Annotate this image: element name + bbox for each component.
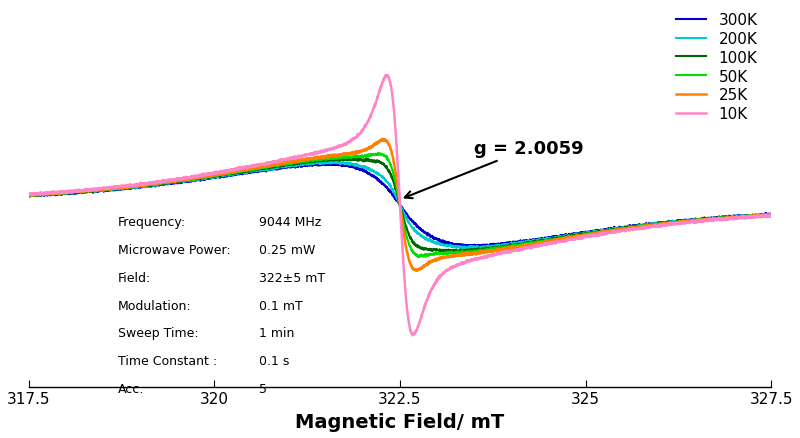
300K [309, 162, 318, 167]
300K [766, 212, 776, 218]
100K [24, 193, 34, 198]
Text: 0.25 mW: 0.25 mW [259, 244, 315, 257]
200K [673, 219, 682, 225]
200K [341, 161, 350, 166]
10K [341, 142, 350, 147]
Text: g = 2.0059: g = 2.0059 [405, 140, 584, 199]
200K [471, 247, 481, 252]
200K [766, 212, 776, 218]
50K [309, 158, 318, 163]
50K [341, 155, 350, 161]
200K [752, 213, 762, 219]
Line: 10K: 10K [29, 76, 771, 336]
Text: 9044 MHz: 9044 MHz [259, 216, 321, 229]
Text: Microwave Power:: Microwave Power: [118, 244, 230, 257]
100K [153, 182, 162, 187]
X-axis label: Magnetic Field/ mT: Magnetic Field/ mT [295, 412, 505, 431]
Line: 200K: 200K [29, 162, 771, 249]
Text: 5: 5 [259, 382, 267, 395]
Text: 0.1 s: 0.1 s [259, 354, 290, 367]
100K [462, 250, 471, 255]
100K [673, 219, 682, 225]
Line: 25K: 25K [29, 140, 771, 271]
50K [374, 151, 383, 156]
200K [109, 187, 118, 192]
100K [309, 160, 318, 165]
10K [24, 192, 34, 197]
50K [673, 221, 682, 226]
Line: 300K: 300K [29, 164, 771, 247]
25K [411, 268, 421, 274]
300K [341, 163, 350, 169]
25K [109, 186, 118, 191]
Text: Field:: Field: [118, 271, 151, 284]
Line: 100K: 100K [29, 159, 771, 252]
25K [309, 156, 318, 162]
200K [309, 161, 318, 166]
Text: Acc:: Acc: [118, 382, 144, 395]
300K [24, 194, 34, 199]
10K [408, 333, 418, 338]
50K [752, 214, 762, 219]
300K [673, 218, 682, 223]
10K [309, 152, 318, 157]
200K [24, 194, 34, 199]
25K [24, 192, 34, 198]
100K [109, 186, 118, 191]
300K [153, 183, 162, 188]
100K [752, 213, 762, 219]
25K [752, 214, 762, 219]
300K [752, 213, 762, 218]
100K [766, 213, 776, 219]
Text: Frequency:: Frequency: [118, 216, 186, 229]
50K [766, 212, 776, 218]
100K [346, 156, 355, 161]
Line: 50K: 50K [29, 154, 771, 258]
300K [109, 187, 118, 192]
25K [341, 152, 350, 157]
50K [109, 186, 118, 191]
Text: Sweep Time:: Sweep Time: [118, 327, 198, 340]
200K [329, 159, 338, 165]
10K [673, 221, 682, 226]
25K [673, 221, 682, 226]
50K [153, 181, 162, 187]
50K [24, 193, 34, 198]
10K [109, 186, 118, 191]
200K [153, 183, 162, 188]
25K [766, 213, 776, 219]
Text: Time Constant :: Time Constant : [118, 354, 217, 367]
10K [153, 180, 162, 185]
25K [378, 137, 388, 142]
Text: 322±5 mT: 322±5 mT [259, 271, 325, 284]
300K [464, 244, 474, 250]
Legend: 300K, 200K, 100K, 50K, 25K, 10K: 300K, 200K, 100K, 50K, 25K, 10K [670, 7, 764, 128]
10K [752, 215, 762, 220]
10K [382, 73, 391, 78]
Text: 1 min: 1 min [259, 327, 294, 340]
100K [341, 157, 350, 162]
25K [153, 181, 162, 186]
10K [766, 213, 776, 219]
300K [310, 162, 319, 167]
Text: 0.1 mT: 0.1 mT [259, 299, 302, 312]
Text: Modulation:: Modulation: [118, 299, 191, 312]
50K [414, 255, 423, 260]
